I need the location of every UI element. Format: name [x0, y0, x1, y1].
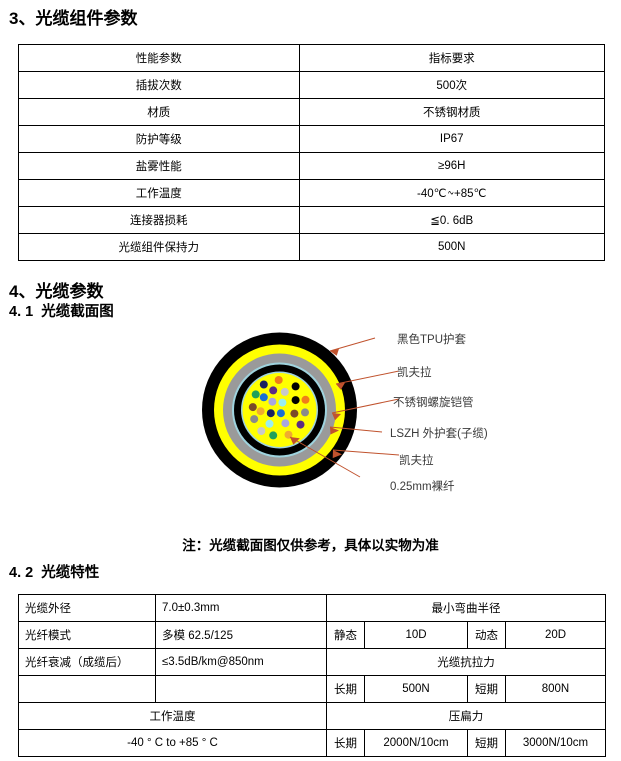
svg-text:不锈钢螺旋铠管: 不锈钢螺旋铠管	[393, 395, 474, 409]
svg-text:凯夫拉: 凯夫拉	[397, 365, 432, 379]
svg-text:LSZH 外护套(子缆): LSZH 外护套(子缆)	[390, 426, 488, 440]
svg-text:凯夫拉: 凯夫拉	[399, 453, 434, 467]
svg-text:0.25mm裸纤: 0.25mm裸纤	[390, 479, 455, 493]
svg-text:黑色TPU护套: 黑色TPU护套	[397, 332, 466, 346]
